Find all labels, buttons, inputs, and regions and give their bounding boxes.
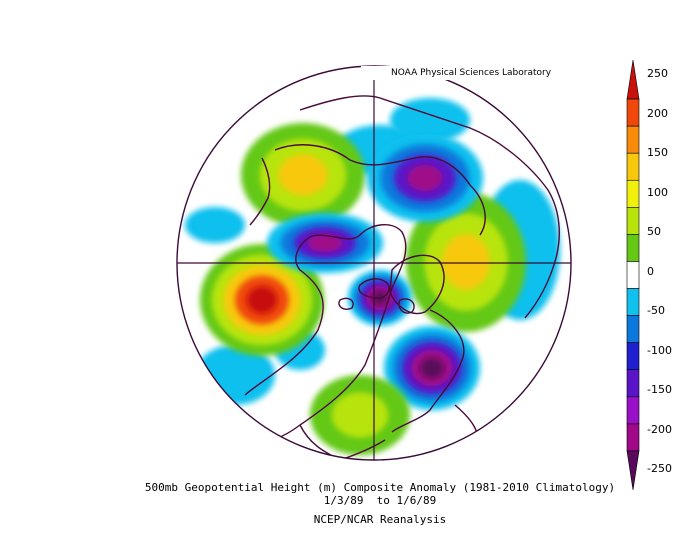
colorbar-tick-label: 150 — [647, 146, 668, 159]
north-atlantic-positive-level — [278, 154, 328, 196]
colorbar-segment — [626, 98, 640, 127]
colorbar-tick-label: 100 — [647, 185, 668, 199]
colorbar-tick-label: 0 — [647, 264, 654, 278]
siberia-negative-level — [407, 164, 443, 192]
colorbar-segment — [626, 179, 640, 208]
eurasia-positive — [406, 192, 526, 332]
colorbar-tick-label: -100 — [647, 343, 672, 357]
north-atlantic-positive — [241, 123, 365, 227]
eurasia-positive-level — [442, 234, 490, 290]
colorbar-segment — [626, 234, 640, 262]
colorbar-segment — [626, 315, 640, 343]
weak-anomaly-patch — [185, 207, 245, 243]
caption-source: NCEP/NCAR Reanalysis — [313, 513, 447, 526]
colorbar-segment — [626, 450, 640, 491]
colorbar — [626, 59, 640, 491]
central-america-coast — [299, 424, 386, 460]
caption-dates: 1/3/89 to 1/6/89 — [323, 494, 437, 507]
north-pacific-positive-level — [246, 286, 278, 314]
north-america-coast — [244, 224, 407, 443]
siberia-coast — [274, 144, 486, 236]
colorbar-tick-label: -200 — [647, 422, 672, 436]
colorbar-segment — [626, 369, 640, 398]
north-america-negative — [384, 326, 480, 410]
japan-coast — [249, 157, 271, 226]
colorbar-segment — [626, 288, 640, 316]
colorbar-tick-label: -50 — [647, 304, 665, 317]
colorbar-segment — [626, 125, 640, 154]
colorbar-tick-label: -250 — [647, 462, 672, 475]
north-pacific-positive — [200, 244, 324, 356]
colorbar-segment — [626, 423, 640, 452]
europe-coast — [391, 309, 465, 433]
greenland-coast — [389, 254, 445, 315]
greenland-negative — [267, 213, 383, 273]
colorbar-tick-label: 50 — [647, 225, 661, 238]
north-america-negative-level — [420, 357, 444, 379]
colorbar-tick-label: -150 — [647, 383, 672, 396]
colorbar-segment — [626, 152, 640, 181]
coastlines — [244, 95, 560, 460]
colorbar-tick-label: 250 — [647, 67, 668, 80]
credit-label: NOAA Physical Sciences Laboratory — [361, 66, 573, 80]
colorbar-tick-label: 200 — [647, 106, 668, 120]
colorbar-segment — [626, 342, 640, 371]
colorbar-segment — [626, 261, 640, 289]
us-positive-level — [331, 392, 389, 438]
colorbar-segment — [626, 207, 640, 235]
asia-coast — [299, 95, 560, 319]
us-positive — [310, 375, 410, 455]
weak-anomaly-patch — [390, 98, 470, 142]
colorbar-segment — [626, 59, 640, 100]
caption-title: 500mb Geopotential Height (m) Composite … — [144, 481, 616, 494]
colorbar-segment — [626, 396, 640, 425]
anomaly-field — [185, 98, 560, 455]
greenland-negative-level — [307, 233, 343, 253]
